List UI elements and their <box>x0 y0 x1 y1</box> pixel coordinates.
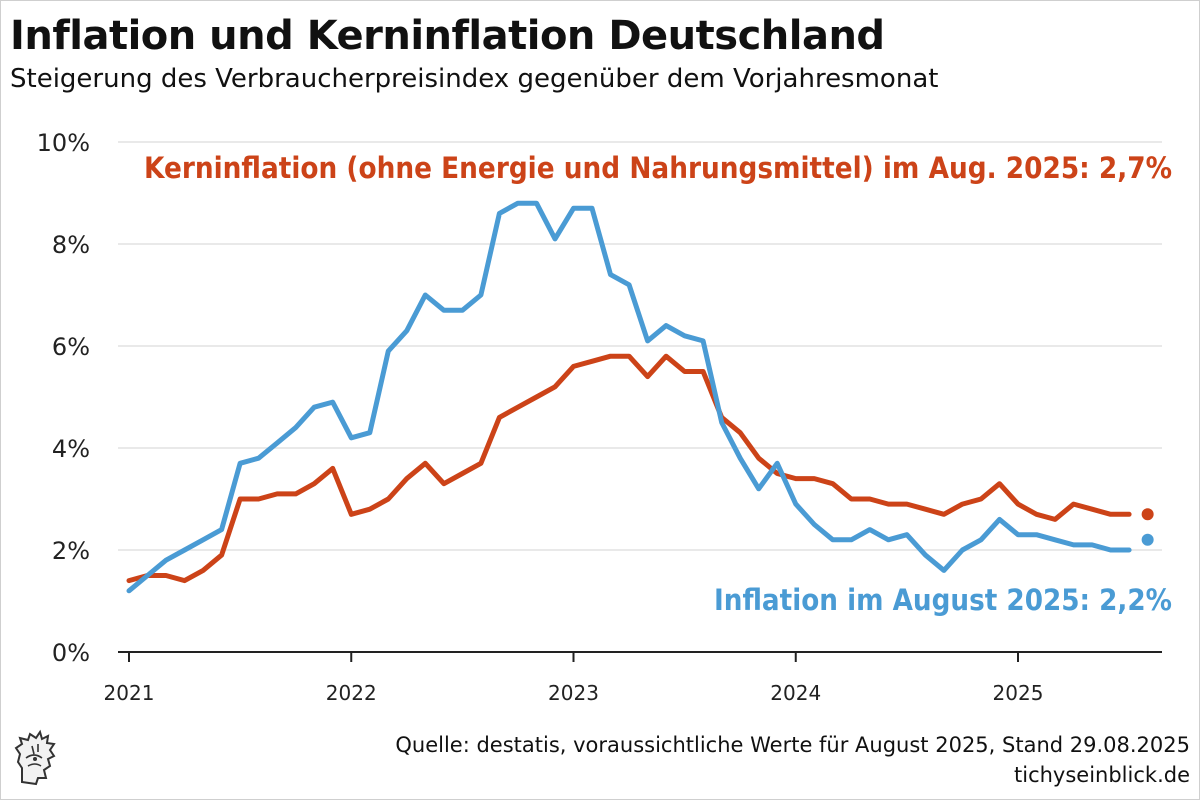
line-chart: 0% 2% 4% 6% 8% 10% 2021 2022 2023 2024 2025 Kernin… <box>37 129 1172 705</box>
inflation-label: Inflation im August 2025: 2,2% <box>714 583 1172 617</box>
gridlines <box>118 141 1162 551</box>
y-tick-label: 4% <box>52 435 90 463</box>
last-value-dot-inflation <box>1141 533 1154 546</box>
source-note: Quelle: destatis, voraussichtliche Werte… <box>395 730 1190 790</box>
x-tick-label: 2022 <box>326 681 377 705</box>
x-tick-label: 2021 <box>104 681 155 705</box>
y-tick-label: 10% <box>37 129 90 157</box>
core-inflation-label: Kerninflation (ohne Energie und Nahrungs… <box>144 151 1172 185</box>
last-value-dot-core <box>1141 508 1154 521</box>
y-tick-label: 8% <box>52 231 90 259</box>
y-tick-label: 0% <box>52 639 90 667</box>
site-name: tichyseinblick.de <box>1014 763 1190 787</box>
x-tick-label: 2025 <box>993 681 1044 705</box>
axes: 0% 2% 4% 6% 8% 10% 2021 2022 2023 2024 2025 <box>37 129 1162 705</box>
series-labels: Kerninflation (ohne Energie und Nahrungs… <box>144 151 1172 617</box>
series-line-inflation <box>126 200 1132 594</box>
chart-title: Inflation und Kerninflation Deutschland <box>10 13 885 59</box>
series-lines <box>126 200 1154 594</box>
x-tick-label: 2023 <box>548 681 599 705</box>
publisher-logo <box>8 728 62 792</box>
chart-subtitle: Steigerung des Verbraucherpreisindex geg… <box>10 64 939 94</box>
y-tick-label: 6% <box>52 333 90 361</box>
x-tick-label: 2024 <box>770 681 821 705</box>
y-tick-label: 2% <box>52 537 90 565</box>
source-text: Quelle: destatis, voraussichtliche Werte… <box>395 733 1190 757</box>
series-line-core <box>126 353 1132 584</box>
